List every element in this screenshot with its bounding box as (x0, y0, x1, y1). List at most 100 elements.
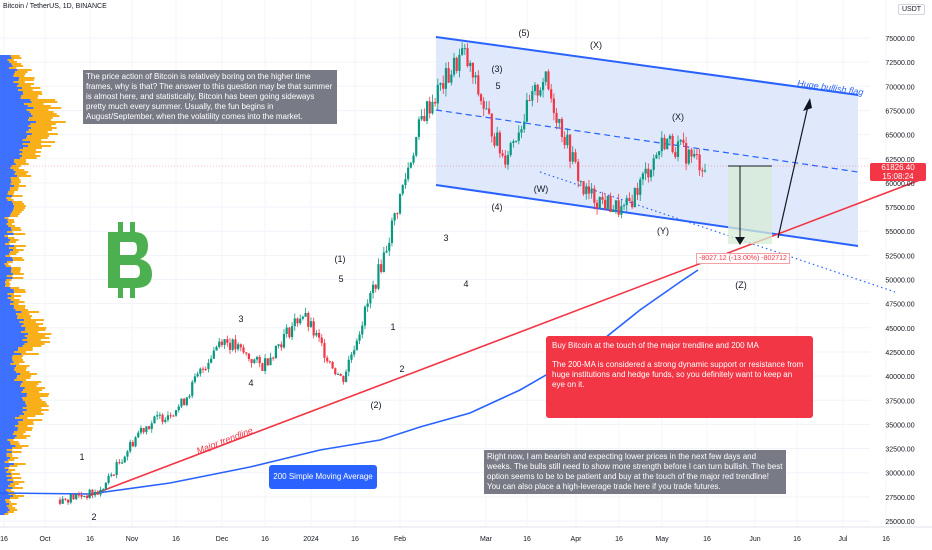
vp-bar-a (6, 505, 13, 507)
note-bearish-outlook[interactable]: Right now, I am bearish and expecting lo… (484, 450, 786, 494)
flag-upper-line[interactable] (435, 36, 859, 96)
candle-body (506, 155, 510, 165)
vp-bar-b (0, 275, 7, 277)
candle-body (520, 129, 523, 133)
measure-arrow-head (735, 237, 745, 245)
candle-body (663, 137, 666, 150)
vp-bar-b (0, 115, 33, 117)
candle-body (393, 213, 396, 221)
vp-bar-b (0, 247, 9, 249)
vp-bar-b (0, 225, 9, 227)
vp-bar-a (6, 501, 11, 503)
candle-body (134, 437, 137, 447)
vp-bar-a (12, 201, 23, 203)
vp-bar-b (0, 493, 9, 495)
vp-bar-b (0, 81, 14, 83)
vp-bar-b (0, 93, 24, 95)
vp-bar-b (0, 55, 11, 57)
vp-bar-b (0, 407, 23, 409)
flag-lower-line[interactable] (435, 184, 859, 247)
candle-body (142, 428, 145, 433)
vp-bar-b (0, 459, 8, 461)
vp-bar-b (0, 149, 20, 151)
x-tick-label: 16 (351, 536, 359, 543)
vp-bar-b (0, 99, 31, 101)
candle-body (77, 494, 80, 496)
quote-currency-button[interactable]: USDT (898, 4, 926, 15)
candle-body (304, 312, 307, 317)
vp-bar-b (0, 259, 14, 261)
vp-bar-b (0, 113, 32, 115)
vp-bar-b (0, 147, 24, 149)
vp-bar-a (7, 193, 14, 195)
candle-body (336, 374, 340, 376)
candle-body (156, 415, 159, 417)
vp-bar-a (19, 153, 36, 155)
x-tick-label: 16 (523, 536, 531, 543)
vp-bar-a (10, 239, 19, 241)
candle-body (417, 119, 421, 137)
note-buy-trendline[interactable]: Buy Bitcoin at the touch of the major tr… (546, 336, 813, 418)
vp-bar-a (10, 299, 20, 301)
vp-bar-b (0, 153, 20, 155)
vp-bar-b (0, 143, 23, 145)
candle-body (447, 68, 450, 83)
vp-bar-a (24, 413, 44, 415)
vp-bar-a (25, 329, 46, 331)
vp-bar-b (0, 333, 29, 335)
candle-body (66, 499, 70, 503)
vp-bar-b (0, 313, 17, 315)
vp-bar-a (14, 351, 26, 353)
vp-bar-a (31, 133, 58, 135)
vp-bar-b (0, 441, 11, 443)
x-tick-label: 16 (615, 536, 623, 543)
vp-bar-b (0, 233, 14, 235)
candle-body (161, 414, 164, 422)
vp-bar-a (10, 167, 19, 169)
y-tick-label: 67500.00 (885, 108, 914, 115)
candle-body (458, 54, 461, 71)
candle-body (420, 115, 423, 120)
vp-bar-a (28, 119, 52, 121)
candle-body (579, 181, 582, 183)
vp-bar-b (0, 425, 16, 427)
vp-bar-a (20, 157, 37, 159)
vp-bar-a (23, 103, 44, 105)
vp-bar-a (12, 487, 23, 489)
vp-bar-b (0, 475, 7, 477)
vp-bar-b (0, 415, 20, 417)
vp-bar-a (26, 131, 48, 133)
candle-body (129, 442, 132, 452)
vp-bar-a (14, 245, 26, 247)
vp-bar-a (11, 229, 22, 231)
vp-bar-b (0, 465, 10, 467)
vp-bar-b (0, 63, 12, 65)
measure-box[interactable] (728, 166, 772, 244)
note-summer-sideways[interactable]: The price action of Bitcoin is relativel… (83, 70, 337, 124)
vp-bar-b (0, 179, 12, 181)
candle-body (118, 462, 121, 464)
candle-body (334, 368, 337, 375)
price-axis[interactable]: 75000.00 72500.00 70000.00 67500.00 65000.00… (885, 36, 914, 526)
candle-body (509, 143, 512, 156)
vp-bar-b (0, 231, 8, 233)
vp-bar-a (10, 213, 20, 215)
flag-mid-line[interactable] (435, 109, 859, 173)
time-axis[interactable]: 16 Oct 16 Nov 16 Dec 16 2024 16 Feb Mar 16 Apr 16 May 1… (0, 526, 932, 543)
candle-body (687, 149, 690, 164)
vp-bar-b (0, 91, 23, 93)
candle-body (658, 151, 661, 156)
vp-bar-b (0, 261, 8, 263)
vp-bar-b (0, 131, 27, 133)
vp-bar-a (10, 473, 20, 475)
candle-body (482, 100, 485, 109)
vp-bar-b (0, 369, 15, 371)
candle-body (439, 83, 442, 85)
candle-body (369, 292, 372, 304)
ma200-line[interactable] (0, 269, 699, 495)
major-trendline[interactable] (85, 179, 921, 498)
vp-bar-a (9, 509, 18, 511)
note-ma200-label[interactable]: 200 Simple Moving Average (269, 465, 377, 489)
vp-bar-b (0, 67, 9, 69)
